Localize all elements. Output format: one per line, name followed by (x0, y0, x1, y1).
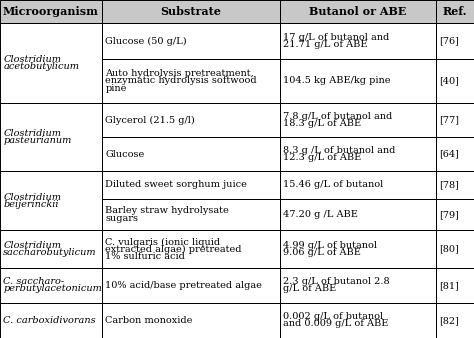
Text: [76]: [76] (439, 37, 459, 46)
Bar (436, 230, 474, 268)
Bar (102, 103, 280, 137)
Bar (102, 23, 280, 59)
Text: 2.3 g/L of butanol 2.8: 2.3 g/L of butanol 2.8 (283, 277, 390, 286)
Text: sugars: sugars (105, 214, 138, 222)
Bar (280, 137, 436, 171)
Text: and 0.009 g/L of ABE: and 0.009 g/L of ABE (283, 319, 388, 329)
Text: [82]: [82] (439, 316, 459, 325)
Text: g/L of ABE: g/L of ABE (283, 285, 336, 293)
Bar (0, 103, 102, 171)
Bar (436, 268, 474, 303)
Text: Microorganism: Microorganism (3, 6, 99, 17)
Bar (102, 303, 280, 338)
Text: beijerinckii: beijerinckii (3, 200, 59, 209)
Text: 17 g/L of butanol and: 17 g/L of butanol and (283, 33, 389, 42)
Text: Clostridium: Clostridium (3, 193, 61, 201)
Text: 9.06 g/L of ABE: 9.06 g/L of ABE (283, 248, 361, 257)
Text: Ref.: Ref. (443, 6, 467, 17)
Text: Auto hydrolysis pretreatment,: Auto hydrolysis pretreatment, (105, 69, 254, 78)
Text: Butanol or ABE: Butanol or ABE (309, 6, 407, 17)
Text: 7.8 g/L of butanol and: 7.8 g/L of butanol and (283, 112, 392, 121)
Text: [80]: [80] (439, 245, 459, 254)
Bar (436, 0, 474, 23)
Bar (0, 230, 102, 268)
Bar (436, 137, 474, 171)
Text: extracted algae) pretreated: extracted algae) pretreated (105, 245, 242, 254)
Bar (102, 137, 280, 171)
Bar (0, 23, 102, 103)
Text: [64]: [64] (439, 149, 459, 159)
Bar (102, 171, 280, 199)
Bar (280, 171, 436, 199)
Text: Glucose (50 g/L): Glucose (50 g/L) (105, 37, 187, 46)
Bar (102, 199, 280, 230)
Bar (436, 103, 474, 137)
Bar (102, 0, 280, 23)
Text: enzymatic hydrolysis softwood: enzymatic hydrolysis softwood (105, 76, 257, 86)
Bar (0, 303, 102, 338)
Text: 15.46 g/L of butanol: 15.46 g/L of butanol (283, 180, 383, 189)
Text: C. vulgaris (ionic liquid: C. vulgaris (ionic liquid (105, 238, 220, 247)
Text: [78]: [78] (439, 180, 459, 189)
Text: 4.99 g/L of butanol: 4.99 g/L of butanol (283, 241, 377, 250)
Text: Clostridium: Clostridium (3, 241, 61, 250)
Bar (436, 23, 474, 59)
Text: 12.3 g/L of ABE: 12.3 g/L of ABE (283, 153, 361, 162)
Bar (102, 59, 280, 103)
Text: [81]: [81] (439, 281, 459, 290)
Bar (436, 59, 474, 103)
Bar (436, 0, 474, 23)
Bar (280, 268, 436, 303)
Text: Carbon monoxide: Carbon monoxide (105, 316, 192, 325)
Bar (0, 0, 102, 23)
Text: Glucose: Glucose (105, 149, 145, 159)
Bar (436, 199, 474, 230)
Text: pasteurianum: pasteurianum (3, 136, 72, 145)
Bar (280, 0, 436, 23)
Bar (436, 171, 474, 199)
Bar (102, 230, 280, 268)
Text: Substrate: Substrate (160, 6, 221, 17)
Bar (102, 268, 280, 303)
Text: perbutylacetonicum: perbutylacetonicum (3, 285, 102, 293)
Text: [40]: [40] (439, 76, 459, 86)
Bar (436, 303, 474, 338)
Text: Diluted sweet sorghum juice: Diluted sweet sorghum juice (105, 180, 247, 189)
Bar (280, 303, 436, 338)
Bar (280, 199, 436, 230)
Bar (280, 59, 436, 103)
Text: Clostridium: Clostridium (3, 55, 61, 64)
Text: 104.5 kg ABE/kg pine: 104.5 kg ABE/kg pine (283, 76, 391, 86)
Text: C. saccharo-: C. saccharo- (3, 277, 64, 286)
Bar (280, 0, 436, 23)
Bar (0, 0, 102, 23)
Bar (102, 0, 280, 23)
Text: Glycerol (21.5 g/l): Glycerol (21.5 g/l) (105, 116, 195, 125)
Text: Barley straw hydrolysate: Barley straw hydrolysate (105, 207, 229, 215)
Text: 1% sulfuric acid: 1% sulfuric acid (105, 252, 185, 261)
Text: pine: pine (105, 83, 127, 93)
Text: 18.3 g/L of ABE: 18.3 g/L of ABE (283, 119, 361, 128)
Bar (280, 230, 436, 268)
Text: 8.3 g /L of butanol and: 8.3 g /L of butanol and (283, 146, 395, 155)
Text: Clostridium: Clostridium (3, 129, 61, 138)
Bar (280, 23, 436, 59)
Text: 47.20 g /L ABE: 47.20 g /L ABE (283, 210, 358, 219)
Bar (280, 103, 436, 137)
Text: [79]: [79] (439, 210, 459, 219)
Text: 0.002 g/L of butanol: 0.002 g/L of butanol (283, 312, 383, 321)
Text: 10% acid/base pretreated algae: 10% acid/base pretreated algae (105, 281, 262, 290)
Text: saccharobutylicum: saccharobutylicum (3, 248, 97, 257)
Text: acetobutylicum: acetobutylicum (3, 62, 79, 71)
Bar (0, 171, 102, 230)
Bar (0, 268, 102, 303)
Text: [77]: [77] (439, 116, 459, 124)
Text: C. carboxidivorans: C. carboxidivorans (3, 316, 96, 325)
Text: 21.71 g/L of ABE: 21.71 g/L of ABE (283, 40, 367, 49)
